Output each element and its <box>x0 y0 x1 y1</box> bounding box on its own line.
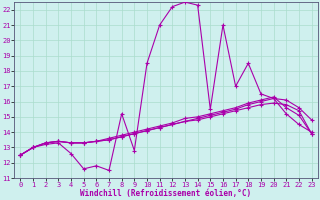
X-axis label: Windchill (Refroidissement éolien,°C): Windchill (Refroidissement éolien,°C) <box>80 189 252 198</box>
